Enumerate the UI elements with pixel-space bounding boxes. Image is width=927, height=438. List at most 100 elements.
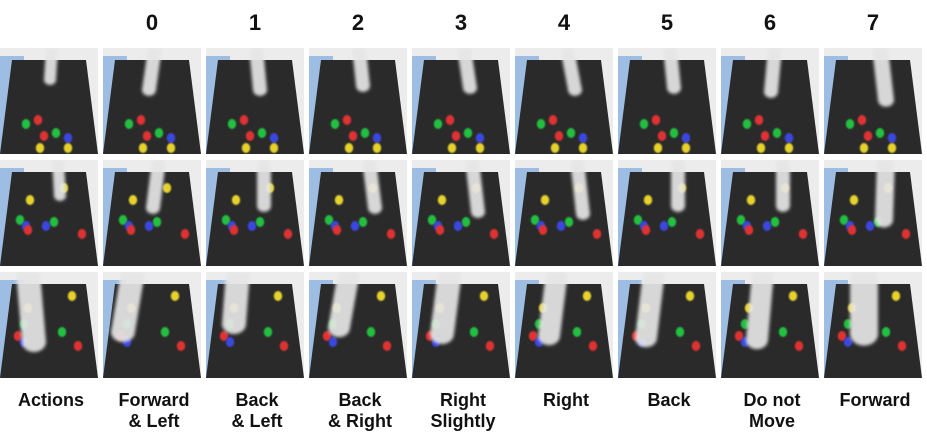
block: [427, 215, 437, 225]
block: [849, 195, 859, 205]
table-surface: [0, 284, 98, 378]
block: [166, 143, 176, 153]
sim-frame-image: [618, 48, 716, 154]
block: [657, 131, 667, 141]
block: [154, 128, 164, 138]
frame-row-2: [0, 160, 927, 266]
sim-frame-tile: [206, 272, 304, 378]
sim-frame-image: [412, 272, 510, 378]
block: [788, 291, 798, 301]
block: [160, 327, 170, 337]
block: [445, 115, 455, 125]
column-header-0: 0: [145, 10, 159, 35]
block: [556, 221, 566, 231]
action-label-2: Back & Right: [328, 390, 392, 431]
table-surface: [824, 60, 922, 154]
block: [681, 133, 691, 143]
column-header-3: 3: [454, 10, 468, 35]
sim-frame-tile: [412, 272, 510, 378]
column-header-4: 4: [557, 10, 571, 35]
sim-frame-image: [515, 48, 613, 154]
block: [685, 291, 695, 301]
sim-frame-tile: [618, 272, 716, 378]
block: [530, 215, 540, 225]
sim-frame-image: [0, 272, 98, 378]
sim-frame-tile: [0, 160, 98, 266]
block: [386, 229, 396, 239]
block: [857, 115, 867, 125]
column-header-7: 7: [866, 10, 880, 35]
robot-arm: [465, 160, 485, 218]
sim-frame-image: [618, 272, 716, 378]
block: [588, 341, 598, 351]
block: [578, 133, 588, 143]
table-surface: [309, 284, 407, 378]
block: [839, 215, 849, 225]
block: [324, 215, 334, 225]
sim-frame-image: [309, 160, 407, 266]
block: [667, 217, 677, 227]
table-surface: [515, 172, 613, 266]
block: [653, 143, 663, 153]
block: [592, 229, 602, 239]
block: [475, 133, 485, 143]
table-surface: [103, 60, 201, 154]
block: [372, 143, 382, 153]
block: [49, 217, 59, 227]
block: [742, 119, 752, 129]
robot-arm: [570, 160, 590, 220]
block: [255, 217, 265, 227]
block: [435, 225, 445, 235]
block: [433, 119, 443, 129]
robot-arm: [663, 48, 681, 94]
robot-arm: [257, 160, 271, 212]
block: [176, 341, 186, 351]
block: [756, 143, 766, 153]
table-surface: [206, 284, 304, 378]
sim-frame-tile: [412, 48, 510, 154]
block: [342, 115, 352, 125]
block: [754, 115, 764, 125]
block: [770, 217, 780, 227]
block: [344, 143, 354, 153]
sim-frame-tile: [618, 48, 716, 154]
block: [633, 215, 643, 225]
sim-frame-image: [0, 160, 98, 266]
block: [33, 115, 43, 125]
sim-frame-tile: [824, 272, 922, 378]
block: [548, 115, 558, 125]
block: [554, 131, 564, 141]
table-surface: [206, 60, 304, 154]
block: [283, 229, 293, 239]
block: [639, 119, 649, 129]
sim-frame-image: [103, 160, 201, 266]
robot-arm: [872, 48, 894, 107]
table-surface: [309, 60, 407, 154]
block: [489, 229, 499, 239]
sim-frame-tile: [309, 160, 407, 266]
frame-row-3: [0, 272, 927, 378]
block: [330, 119, 340, 129]
block: [144, 221, 154, 231]
block: [366, 327, 376, 337]
block: [348, 131, 358, 141]
sim-frame-image: [206, 48, 304, 154]
robot-arm: [746, 272, 774, 350]
robot-arm: [430, 272, 462, 344]
block: [269, 143, 279, 153]
sim-frame-image: [515, 160, 613, 266]
block: [247, 221, 257, 231]
sim-frame-image: [309, 48, 407, 154]
sim-frame-tile: [412, 160, 510, 266]
action-label-5: Back: [647, 390, 691, 410]
block: [41, 221, 51, 231]
sim-frame-image: [103, 48, 201, 154]
robot-arm: [635, 272, 665, 348]
action-label-6: Do not Move: [743, 390, 801, 431]
block: [13, 331, 23, 341]
block: [463, 128, 473, 138]
sim-frame-image: [721, 160, 819, 266]
sim-frame-tile: [206, 160, 304, 266]
block: [875, 128, 885, 138]
block: [485, 341, 495, 351]
